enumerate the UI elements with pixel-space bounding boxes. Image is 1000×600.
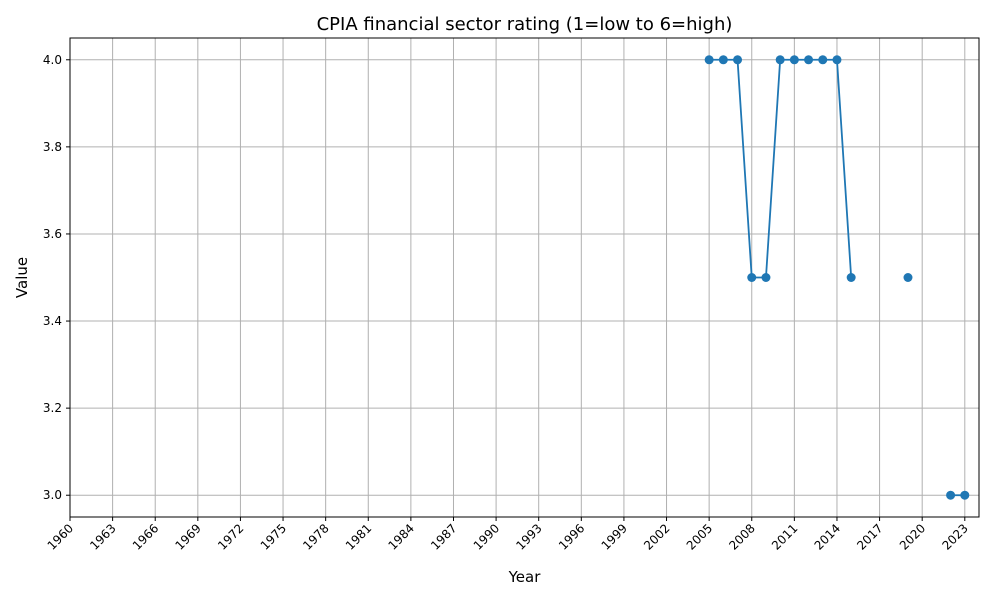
series-line — [709, 58, 853, 279]
plot-frame — [69, 37, 980, 518]
x-tick-label: 2017 — [854, 521, 885, 552]
data-point — [718, 55, 728, 65]
y-tick-label: 3.2 — [43, 401, 62, 415]
x-tick-label: 1984 — [385, 521, 416, 552]
x-tick-label: 2005 — [684, 521, 715, 552]
x-tick-label: 2014 — [812, 521, 843, 552]
x-tick-label: 1975 — [258, 521, 289, 552]
data-point — [946, 490, 956, 500]
x-tick-label: 2008 — [726, 521, 757, 552]
data-point — [789, 55, 799, 65]
data-point — [818, 55, 828, 65]
y-tick-label: 4.0 — [43, 53, 62, 67]
x-tick-label: 2002 — [641, 521, 672, 552]
x-tick-label: 1987 — [428, 521, 459, 552]
y-tick-label: 3.0 — [43, 488, 62, 502]
x-tick-label: 1969 — [172, 521, 203, 552]
x-tick-label: 1990 — [471, 521, 502, 552]
x-tick-label: 1972 — [215, 521, 246, 552]
x-tick-label: 1999 — [599, 521, 630, 552]
x-tick-label: 2011 — [769, 521, 800, 552]
chart-title: CPIA financial sector rating (1=low to 6… — [317, 14, 733, 35]
data-point — [761, 273, 771, 282]
data-point — [903, 273, 913, 282]
data-point — [704, 55, 714, 65]
x-tick-label: 1981 — [343, 521, 374, 552]
data-point — [733, 55, 743, 65]
y-tick-label: 3.6 — [43, 227, 62, 241]
x-axis-title: Year — [508, 568, 542, 586]
y-tick-label: 3.8 — [43, 140, 62, 154]
x-tick-label: 1960 — [45, 521, 76, 552]
x-tick-label: 1978 — [300, 521, 331, 552]
x-tick-label: 1996 — [556, 521, 587, 552]
data-point — [804, 55, 814, 65]
x-axis-ticks: 1960 1963 1966 1969 1972 1975 1978 1981 1984 1987… — [45, 517, 971, 553]
series — [704, 55, 970, 500]
y-axis-ticks: 3.0 3.2 3.4 3.6 3.8 4.0 — [43, 53, 70, 502]
grid — [69, 38, 979, 517]
y-axis-title: Value — [13, 257, 31, 298]
data-point — [846, 273, 856, 282]
x-tick-label: 1966 — [130, 521, 161, 552]
data-point — [775, 55, 785, 65]
data-point — [747, 273, 757, 282]
data-point — [832, 55, 842, 65]
x-tick-label: 2023 — [939, 521, 970, 552]
data-point — [960, 490, 970, 500]
x-tick-label: 2020 — [897, 521, 928, 552]
x-tick-label: 1993 — [513, 521, 544, 552]
y-tick-label: 3.4 — [43, 314, 62, 328]
x-tick-label: 1963 — [87, 521, 118, 552]
